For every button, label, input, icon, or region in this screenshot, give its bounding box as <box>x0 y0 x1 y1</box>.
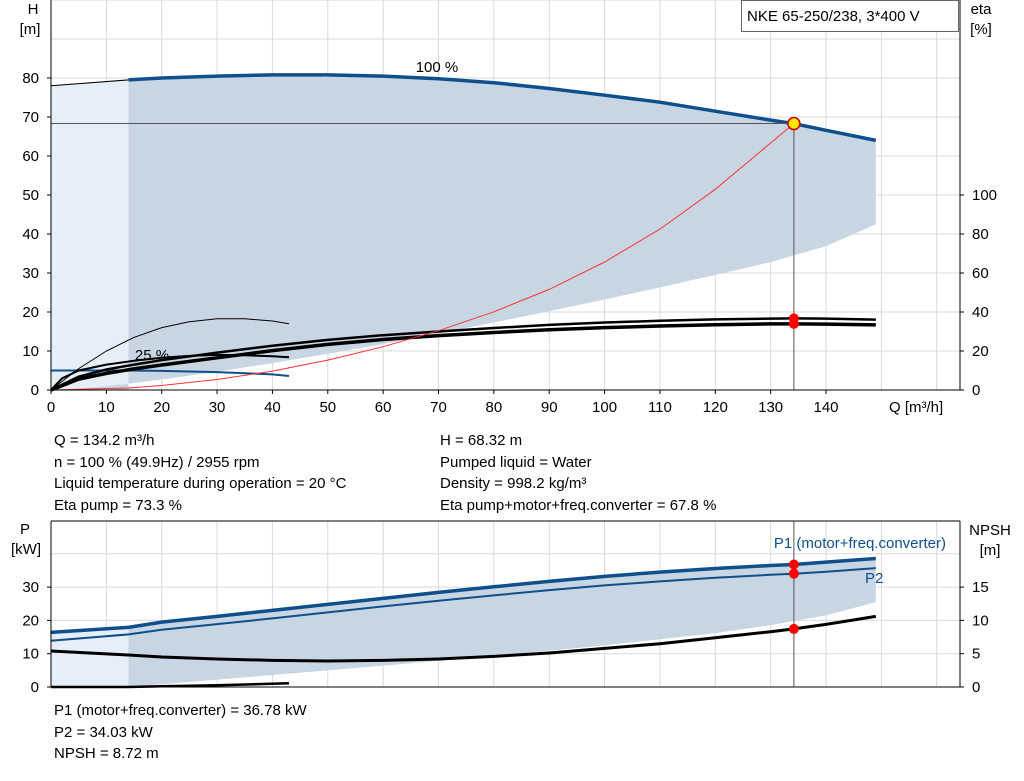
y2-tick-label-bottom: 15 <box>972 579 989 596</box>
p1-series-label: P1 (motor+freq.converter) <box>774 535 946 552</box>
x-tick-label: 60 <box>375 399 392 416</box>
results-left: Q = 134.2 m³/h n = 100 % (49.9Hz) / 2955… <box>54 430 346 516</box>
x-tick-label: 10 <box>98 399 115 416</box>
y2-tick-label: 40 <box>972 304 989 321</box>
npsh-curve <box>50 614 877 663</box>
p2-series-label: P2 <box>865 570 883 587</box>
flow-value: Q = 134.2 m³/h <box>54 432 155 449</box>
pumped-liquid-value: Pumped liquid = Water <box>440 453 592 471</box>
operating-marker <box>788 559 799 570</box>
eta-total-curve <box>50 322 876 392</box>
p-axis-unit: [kW] <box>11 541 41 558</box>
x-tick-label: 0 <box>47 399 55 416</box>
y-tick-label: 30 <box>22 265 39 282</box>
chart-title: NKE 65-250/238, 3*400 V <box>747 8 920 25</box>
density-value: Density = 998.2 kg/m³ <box>440 475 587 492</box>
p-axis-label: P <box>20 521 30 538</box>
label-100-percent: 100 % <box>416 59 459 76</box>
y2-tick-label: 0 <box>972 382 980 399</box>
p2-value: P2 = 34.03 kW <box>54 723 153 741</box>
x-tick-label: 80 <box>486 399 503 416</box>
x-tick-label: 120 <box>703 399 728 416</box>
y-tick-label: 40 <box>22 226 39 243</box>
npsh-axis-unit: [m] <box>980 542 1001 559</box>
y-tick-label: 0 <box>31 382 39 399</box>
liquid-temperature-value: Liquid temperature during operation = 20… <box>54 475 347 492</box>
p1-value: P1 (motor+freq.converter) = 36.78 kW <box>54 702 307 719</box>
eta-pump-value: Eta pump = 73.3 % <box>54 496 182 514</box>
y-tick-label: 20 <box>22 304 39 321</box>
envelope-top <box>51 74 876 391</box>
y-axis-label: H <box>28 1 39 18</box>
operating-point <box>787 116 801 131</box>
eta-curve-25-thin <box>50 318 290 391</box>
y2-axis-label: eta <box>971 1 993 18</box>
y-tick-label: 10 <box>22 343 39 360</box>
y-tick-label-bottom: 0 <box>31 679 39 696</box>
x-tick-label: 140 <box>813 399 838 416</box>
x-tick-label: 90 <box>541 399 558 416</box>
x-tick-label: 20 <box>153 399 170 416</box>
results-right: H = 68.32 m Pumped liquid = Water Densit… <box>440 430 716 516</box>
operating-marker <box>788 318 799 329</box>
y2-axis-unit: [%] <box>970 21 992 38</box>
title-box <box>741 0 959 32</box>
x-tick-label: 70 <box>430 399 447 416</box>
y2-tick-label: 20 <box>972 343 989 360</box>
y-tick-label-bottom: 10 <box>22 646 39 663</box>
npsh-value: NPSH = 8.72 m <box>54 745 159 762</box>
y-axis-unit: [m] <box>20 21 41 38</box>
envelope-light-bottom <box>51 627 129 687</box>
p2-curve <box>50 567 876 642</box>
x-tick-label: 110 <box>648 399 672 416</box>
y-tick-label-bottom: 30 <box>22 579 39 596</box>
x-tick-label: 50 <box>319 399 336 416</box>
curve-100-percent <box>128 73 877 143</box>
y-tick-label-bottom: 20 <box>22 612 39 629</box>
x-axis-label: Q [m³/h] <box>889 399 943 416</box>
eta-pump-curve <box>50 317 876 392</box>
envelope-light-top <box>51 79 129 390</box>
x-tick-label: 130 <box>758 399 783 416</box>
y-tick-label: 50 <box>22 187 39 204</box>
y2-tick-label: 100 <box>972 187 997 204</box>
label-25-percent: 25 % <box>135 347 169 364</box>
p1-curve <box>50 556 876 635</box>
y2-tick-label: 60 <box>972 265 989 282</box>
y2-tick-label-bottom: 5 <box>972 646 980 663</box>
operating-marker <box>788 623 799 634</box>
y2-tick-label-bottom: 0 <box>972 679 980 696</box>
system-curve <box>50 123 795 391</box>
head-value: H = 68.32 m <box>440 432 523 449</box>
operating-marker <box>788 568 799 579</box>
speed-value: n = 100 % (49.9Hz) / 2955 rpm <box>54 453 260 471</box>
x-tick-label: 40 <box>264 399 281 416</box>
eta-curve-25-thick <box>50 353 290 391</box>
y-tick-label: 60 <box>22 148 39 165</box>
eta-total-value: Eta pump+motor+freq.converter = 67.8 % <box>440 496 717 514</box>
y2-tick-label: 80 <box>972 226 989 243</box>
x-tick-label: 30 <box>209 399 226 416</box>
y-tick-label: 70 <box>22 109 39 126</box>
x-tick-label: 100 <box>592 399 617 416</box>
y2-tick-label-bottom: 10 <box>972 612 989 629</box>
npsh-axis-label: NPSH <box>969 522 1011 539</box>
y-tick-label: 80 <box>22 70 39 87</box>
envelope-bottom <box>128 558 876 687</box>
curve-100-extension <box>50 79 129 87</box>
results-bottom: P1 (motor+freq.converter) = 36.78 kW P2 … <box>54 700 307 765</box>
